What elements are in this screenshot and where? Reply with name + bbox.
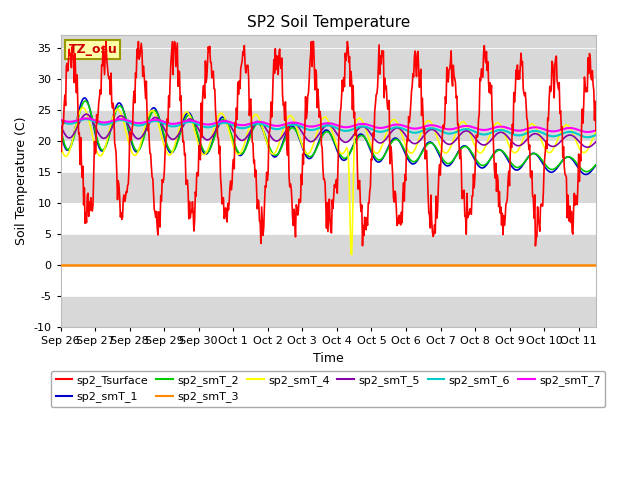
sp2_smT_5	[83, 111, 90, 117]
sp2_smT_2	[306, 154, 314, 160]
sp2_smT_6	[57, 118, 65, 124]
sp2_smT_7	[442, 126, 449, 132]
sp2_smT_6	[454, 128, 462, 134]
sp2_smT_6	[59, 119, 67, 125]
sp2_smT_3	[59, 262, 67, 268]
sp2_smT_6	[132, 122, 140, 128]
sp2_smT_7	[286, 120, 294, 126]
Title: SP2 Soil Temperature: SP2 Soil Temperature	[246, 15, 410, 30]
sp2_Tsurface	[57, 135, 65, 141]
sp2_smT_1	[442, 162, 449, 168]
sp2_smT_1	[582, 172, 589, 178]
sp2_smT_5	[59, 127, 67, 133]
sp2_smT_4	[286, 113, 294, 119]
sp2_smT_6	[306, 127, 314, 133]
sp2_smT_1	[286, 124, 294, 130]
sp2_Tsurface	[442, 94, 449, 100]
Bar	[61, 141, 596, 172]
sp2_smT_7	[584, 129, 591, 135]
sp2_smT_7	[306, 124, 314, 130]
sp2_smT_4	[306, 149, 314, 155]
sp2_Tsurface	[532, 243, 540, 249]
sp2_smT_6	[83, 116, 90, 122]
sp2_smT_5	[592, 139, 600, 144]
Line: sp2_Tsurface: sp2_Tsurface	[61, 42, 596, 246]
sp2_Tsurface	[592, 128, 600, 134]
sp2_smT_4	[348, 252, 356, 257]
sp2_smT_4	[79, 105, 87, 110]
Line: sp2_smT_4: sp2_smT_4	[61, 108, 596, 254]
sp2_smT_1	[59, 138, 67, 144]
sp2_Tsurface	[306, 60, 314, 66]
sp2_smT_4	[455, 122, 463, 128]
Line: sp2_smT_6: sp2_smT_6	[61, 119, 596, 137]
sp2_smT_6	[442, 130, 449, 136]
sp2_smT_3	[305, 262, 313, 268]
Bar	[61, 79, 596, 110]
sp2_smT_7	[59, 118, 67, 123]
sp2_smT_5	[454, 134, 462, 140]
sp2_smT_6	[286, 122, 294, 128]
sp2_smT_4	[57, 144, 65, 149]
sp2_smT_1	[132, 149, 140, 155]
sp2_smT_4	[592, 129, 600, 134]
sp2_Tsurface	[59, 118, 67, 123]
Line: sp2_smT_2: sp2_smT_2	[61, 101, 596, 172]
sp2_smT_1	[57, 128, 65, 134]
sp2_smT_7	[454, 125, 462, 131]
sp2_smT_2	[286, 127, 294, 132]
sp2_smT_5	[306, 139, 314, 144]
sp2_smT_4	[59, 150, 67, 156]
sp2_smT_5	[57, 122, 65, 128]
sp2_Tsurface	[102, 39, 110, 45]
sp2_smT_4	[132, 152, 140, 157]
sp2_smT_5	[286, 123, 294, 129]
sp2_smT_7	[83, 116, 90, 121]
Legend: sp2_Tsurface, sp2_smT_1, sp2_smT_2, sp2_smT_3, sp2_smT_4, sp2_smT_5, sp2_smT_6, : sp2_Tsurface, sp2_smT_1, sp2_smT_2, sp2_…	[51, 371, 605, 407]
sp2_smT_6	[584, 134, 591, 140]
Line: sp2_smT_7: sp2_smT_7	[61, 119, 596, 132]
sp2_smT_7	[57, 117, 65, 123]
sp2_smT_7	[132, 120, 140, 126]
Line: sp2_smT_5: sp2_smT_5	[61, 114, 596, 147]
Bar	[61, 265, 596, 296]
Y-axis label: Soil Temperature (C): Soil Temperature (C)	[15, 117, 28, 245]
sp2_smT_1	[592, 162, 600, 168]
sp2_smT_3	[454, 262, 461, 268]
sp2_smT_7	[592, 128, 600, 133]
sp2_smT_3	[441, 262, 449, 268]
sp2_smT_3	[57, 262, 65, 268]
sp2_smT_2	[583, 169, 591, 175]
Line: sp2_smT_1: sp2_smT_1	[61, 98, 596, 175]
sp2_Tsurface	[454, 121, 462, 127]
sp2_smT_5	[584, 144, 591, 150]
sp2_smT_4	[442, 150, 450, 156]
sp2_smT_3	[285, 262, 293, 268]
Bar	[61, 203, 596, 234]
sp2_smT_2	[442, 159, 449, 165]
sp2_smT_5	[442, 140, 449, 145]
Text: TZ_osu: TZ_osu	[68, 43, 117, 56]
sp2_smT_2	[81, 98, 89, 104]
sp2_smT_6	[592, 132, 600, 138]
sp2_Tsurface	[286, 184, 294, 190]
sp2_smT_1	[81, 95, 88, 101]
X-axis label: Time: Time	[313, 352, 344, 365]
sp2_smT_2	[57, 125, 65, 131]
sp2_smT_3	[132, 262, 140, 268]
sp2_smT_2	[132, 148, 140, 154]
sp2_smT_2	[454, 149, 462, 155]
sp2_smT_3	[592, 262, 600, 268]
sp2_smT_5	[132, 135, 140, 141]
sp2_Tsurface	[132, 75, 140, 81]
sp2_smT_1	[306, 156, 314, 161]
sp2_smT_2	[592, 162, 600, 168]
sp2_smT_2	[59, 135, 67, 141]
sp2_smT_1	[454, 149, 462, 155]
